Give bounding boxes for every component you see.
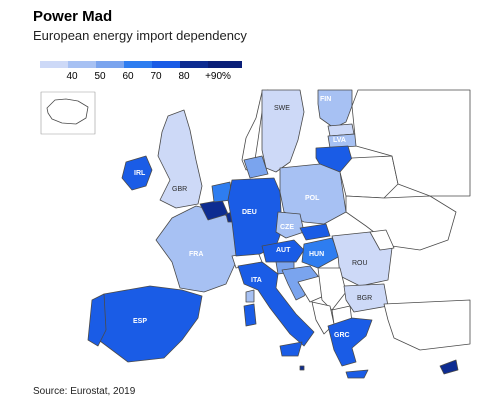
country-ita xyxy=(237,261,315,347)
country-fra-corsica xyxy=(245,289,255,303)
country-dnk xyxy=(243,155,269,179)
chart-title: Power Mad xyxy=(33,8,113,25)
country-mlt xyxy=(299,365,305,371)
legend-swatch-3 xyxy=(96,61,124,68)
country-ukr xyxy=(345,195,457,251)
country-hun xyxy=(301,237,341,269)
label-bgr: BGR xyxy=(357,295,372,302)
country-mda xyxy=(369,229,395,251)
legend-label-60: 60 xyxy=(122,71,134,82)
label-cze: CZE xyxy=(280,224,294,231)
legend-swatch-4 xyxy=(124,61,152,68)
label-lva: LVA xyxy=(333,137,346,144)
legend-swatch-1 xyxy=(40,61,68,68)
country-bgr xyxy=(343,283,389,313)
source-note: Source: Eurostat, 2019 xyxy=(33,386,136,397)
country-tur xyxy=(383,299,471,351)
label-pol: POL xyxy=(305,195,320,202)
legend-label-80: 80 xyxy=(178,71,190,82)
chart-subtitle: European energy import dependency xyxy=(33,28,247,43)
country-gbr xyxy=(157,109,203,209)
legend-label-40: 40 xyxy=(66,71,78,82)
country-rus xyxy=(351,89,471,197)
legend-label-50: 50 xyxy=(94,71,106,82)
country-esp xyxy=(95,285,203,363)
country-srb xyxy=(317,267,347,311)
label-aut: AUT xyxy=(276,247,291,254)
country-irl xyxy=(121,155,153,191)
legend-swatch-6 xyxy=(180,61,208,68)
label-gbr: GBR xyxy=(172,186,187,193)
country-grc-crete xyxy=(345,369,369,379)
country-svk xyxy=(299,223,331,241)
country-ita-sardinia xyxy=(243,303,257,327)
label-grc: GRC xyxy=(334,332,350,339)
iceland-inset-frame xyxy=(40,91,96,135)
label-ita: ITA xyxy=(251,277,262,284)
legend-label-70: 70 xyxy=(150,71,162,82)
label-deu: DEU xyxy=(242,209,257,216)
country-aut xyxy=(261,239,305,263)
country-grc xyxy=(327,317,373,367)
label-hun: HUN xyxy=(309,251,324,258)
legend-swatch-7 xyxy=(208,61,242,68)
country-ita-sicily xyxy=(279,341,303,357)
label-irl: IRL xyxy=(134,170,146,177)
label-swe: SWE xyxy=(274,105,290,112)
legend-swatch-2 xyxy=(68,61,96,68)
country-cze xyxy=(275,211,305,239)
label-fra: FRA xyxy=(189,251,203,258)
label-fin: FIN xyxy=(320,96,331,103)
label-rou: ROU xyxy=(352,260,368,267)
country-blr xyxy=(339,155,399,199)
legend-label-90: +90% xyxy=(205,71,231,82)
country-cyp xyxy=(439,359,459,375)
country-isl xyxy=(46,98,89,125)
label-esp: ESP xyxy=(133,318,147,325)
country-swe xyxy=(261,89,305,173)
legend-swatch-5 xyxy=(152,61,180,68)
country-prt xyxy=(87,293,107,347)
